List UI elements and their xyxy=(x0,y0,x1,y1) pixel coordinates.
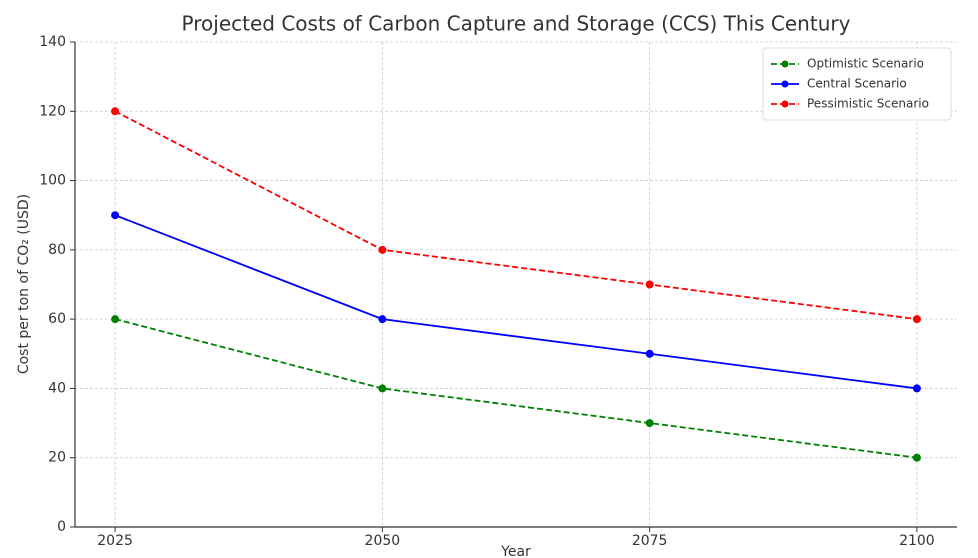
data-point xyxy=(912,453,921,462)
y-tick-label: 100 xyxy=(39,173,66,189)
y-tick-label: 120 xyxy=(39,103,66,119)
series-line xyxy=(114,214,918,390)
data-point xyxy=(645,419,654,428)
legend-label: Optimistic Scenario xyxy=(807,57,924,71)
x-tick-label: 2100 xyxy=(899,533,935,549)
x-tick-label: 2050 xyxy=(365,533,401,549)
data-point xyxy=(645,280,654,289)
chart-title: Projected Costs of Carbon Capture and St… xyxy=(182,12,851,36)
data-point xyxy=(111,211,120,220)
data-point xyxy=(912,315,921,324)
x-tick-label: 2075 xyxy=(632,533,668,549)
legend-marker xyxy=(781,100,789,108)
series-line xyxy=(114,318,918,459)
data-point xyxy=(378,245,387,254)
x-axis-label: Year xyxy=(500,544,531,558)
data-point xyxy=(912,384,921,393)
data-point xyxy=(111,107,120,116)
data-point xyxy=(378,384,387,393)
legend-box xyxy=(762,47,952,121)
y-tick-label: 60 xyxy=(48,311,66,327)
y-axis-label: Cost per ton of CO₂ (USD) xyxy=(16,194,32,374)
legend-marker xyxy=(781,80,789,88)
y-tick-label: 0 xyxy=(57,519,66,535)
data-point xyxy=(111,315,120,324)
data-point xyxy=(378,315,387,324)
y-tick-label: 20 xyxy=(48,450,66,466)
legend-label: Central Scenario xyxy=(807,77,907,91)
y-tick-label: 140 xyxy=(39,34,66,50)
y-tick-label: 40 xyxy=(48,380,66,396)
x-tick-label: 2025 xyxy=(97,533,133,549)
data-point xyxy=(645,349,654,358)
legend-marker xyxy=(781,60,789,68)
series-line xyxy=(114,110,918,321)
y-tick-label: 80 xyxy=(48,242,66,258)
legend-label: Pessimistic Scenario xyxy=(807,97,929,111)
